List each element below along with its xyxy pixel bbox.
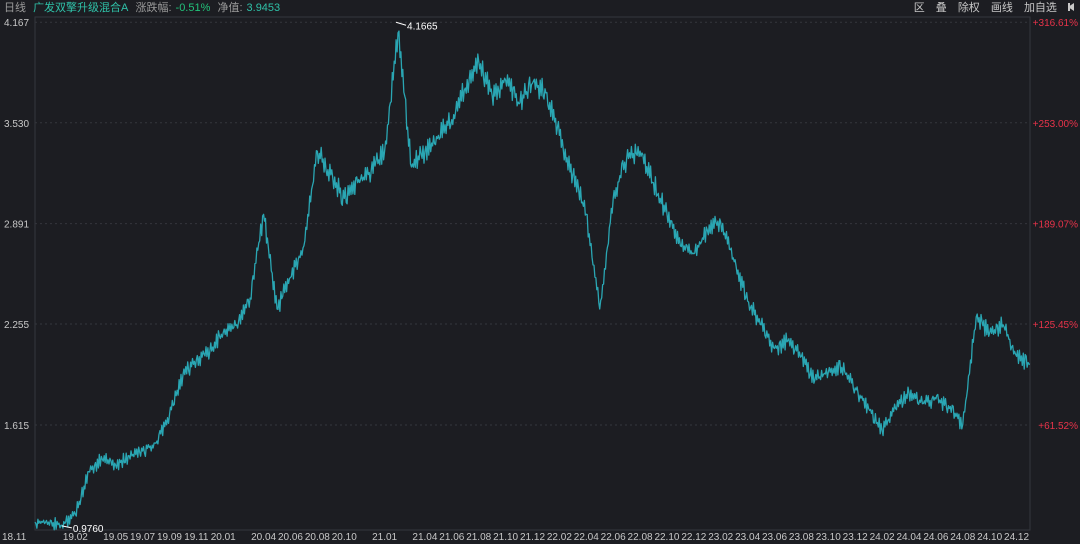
x-tick-label: 23.02: [708, 532, 733, 543]
x-tick-label: 21.01: [372, 532, 397, 543]
x-tick-label: 24.10: [977, 532, 1002, 543]
x-tick-label: 21.04: [412, 532, 437, 543]
x-tick-label: 21.06: [439, 532, 464, 543]
x-tick-label: 20.01: [211, 532, 236, 543]
x-tick-label: 21.08: [466, 532, 491, 543]
x-tick-label: 19.09: [157, 532, 182, 543]
y-tick-label: 4.167: [4, 18, 29, 29]
x-tick-label: 23.10: [816, 532, 841, 543]
x-tick-label: 24.04: [896, 532, 921, 543]
x-tick-label: 22.04: [574, 532, 599, 543]
change-value: -0.51%: [175, 2, 211, 14]
x-tick-label: 22.08: [628, 532, 653, 543]
pct-tick-label: +253.00%: [1033, 119, 1078, 130]
draw-line-button[interactable]: 画线: [990, 2, 1013, 14]
x-tick-label: 18.11: [2, 532, 27, 543]
add-watchlist-button[interactable]: 加自选: [1023, 2, 1057, 14]
range-button[interactable]: 区: [913, 2, 925, 14]
x-tick-label: 22.12: [681, 532, 706, 543]
period-label[interactable]: 日线: [4, 2, 26, 14]
toolbar: 区 叠 除权 画线 加自选: [906, 0, 1074, 16]
ex-rights-button[interactable]: 除权: [957, 2, 980, 14]
play-back-icon[interactable]: [1068, 3, 1074, 11]
x-tick-label: 20.08: [305, 532, 330, 543]
y-tick-label: 2.255: [4, 320, 29, 331]
x-tick-label: 21.12: [520, 532, 545, 543]
pct-tick-label: +316.61%: [1033, 18, 1078, 29]
fund-info: 日线 广发双擎升级混合A 涨跌幅: -0.51% 净值: 3.9453: [4, 0, 284, 16]
fund-name: 广发双擎升级混合A: [33, 2, 129, 14]
min-marker: [61, 525, 72, 529]
x-tick-label: 22.10: [654, 532, 679, 543]
x-tick-label: 24.06: [923, 532, 948, 543]
x-tick-label: 21.10: [493, 532, 518, 543]
pct-tick-label: +61.52%: [1038, 421, 1078, 432]
x-tick-label: 19.11: [184, 532, 209, 543]
y-tick-label: 3.530: [4, 119, 29, 130]
x-tick-label: 24.02: [870, 532, 895, 543]
x-tick-label: 20.10: [332, 532, 357, 543]
plot-frame: [34, 16, 1031, 531]
nav-series-line: [34, 30, 1031, 531]
x-tick-label: 23.06: [762, 532, 787, 543]
overlay-button[interactable]: 叠: [935, 2, 947, 14]
max-label: 4.1665: [407, 21, 438, 32]
max-marker: [395, 21, 407, 26]
x-tick-label: 19.07: [130, 532, 155, 543]
x-tick-label: 24.12: [1004, 532, 1029, 543]
y-tick-label: 2.891: [4, 220, 29, 231]
x-tick-label: 23.04: [735, 532, 760, 543]
x-tick-label: 20.04: [251, 532, 276, 543]
x-tick-label: 23.12: [843, 532, 868, 543]
x-tick-label: 22.02: [547, 532, 572, 543]
x-tick-label: 19.02: [63, 532, 88, 543]
x-tick-label: 24.08: [950, 532, 975, 543]
x-tick-label: 20.06: [278, 532, 303, 543]
chart-header: 日线 广发双擎升级混合A 涨跌幅: -0.51% 净值: 3.9453 区 叠 除权…: [0, 0, 1080, 16]
y-tick-label: 1.615: [4, 421, 29, 432]
x-tick-label: 23.08: [789, 532, 814, 543]
min-label: 0.9760: [73, 524, 104, 535]
x-tick-label: 19.05: [103, 532, 128, 543]
nav-value: 3.9453: [246, 2, 281, 14]
nav-label: 净值:: [217, 2, 243, 14]
change-label: 涨跌幅:: [135, 2, 172, 14]
pct-tick-label: +125.45%: [1033, 320, 1078, 331]
x-tick-label: 22.06: [601, 532, 626, 543]
pct-tick-label: +189.07%: [1033, 220, 1078, 231]
